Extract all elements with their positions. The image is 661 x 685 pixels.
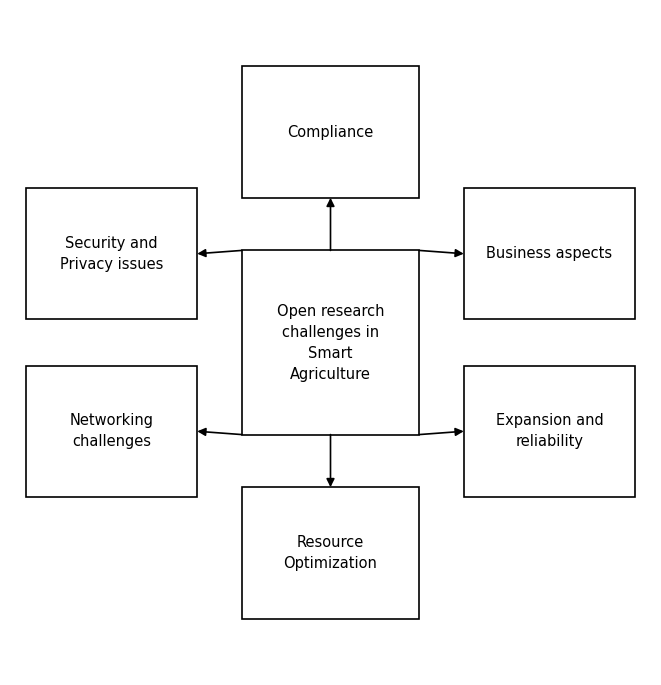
Text: Compliance: Compliance — [288, 125, 373, 140]
Text: Open research
challenges in
Smart
Agriculture: Open research challenges in Smart Agricu… — [277, 303, 384, 382]
Bar — [242, 66, 419, 198]
Bar — [464, 188, 635, 319]
Text: Networking
challenges: Networking challenges — [69, 413, 153, 449]
Text: Resource
Optimization: Resource Optimization — [284, 535, 377, 571]
Bar — [26, 366, 197, 497]
Bar — [26, 188, 197, 319]
Text: Expansion and
reliability: Expansion and reliability — [496, 413, 603, 449]
Text: Security and
Privacy issues: Security and Privacy issues — [60, 236, 163, 272]
Bar — [242, 487, 419, 619]
Bar — [464, 366, 635, 497]
Bar — [242, 251, 419, 434]
Text: Business aspects: Business aspects — [486, 246, 613, 261]
